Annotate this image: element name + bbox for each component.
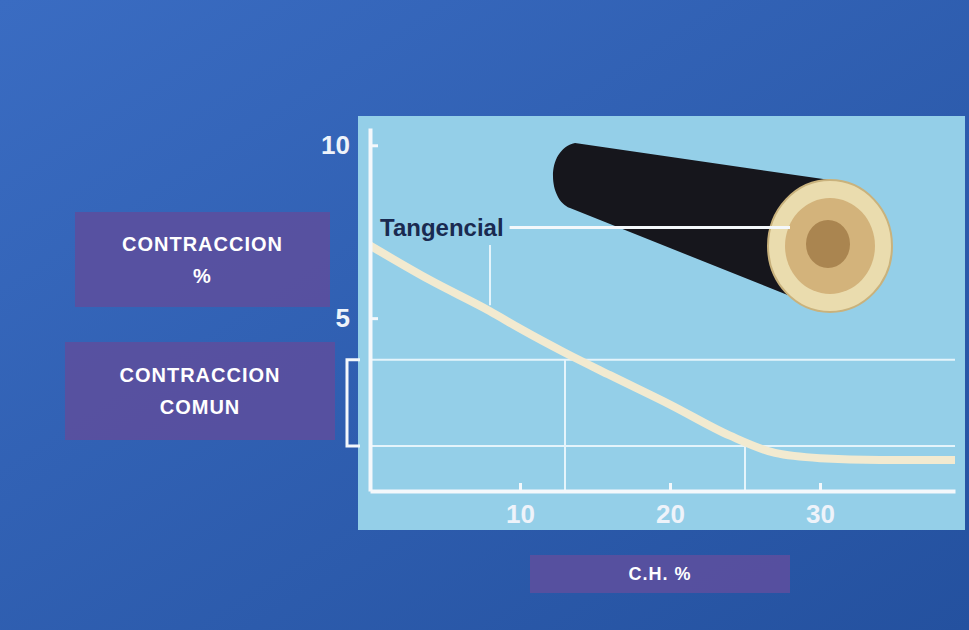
x-tick-label: 30 bbox=[806, 499, 835, 529]
y-axis-line bbox=[369, 129, 373, 492]
y-axis-title: CONTRACCION% bbox=[122, 233, 283, 287]
reference-line bbox=[370, 359, 955, 361]
reference-line bbox=[744, 446, 746, 491]
label-connector bbox=[510, 226, 790, 229]
reference-line bbox=[564, 360, 566, 491]
range-label-line: COMUN bbox=[160, 396, 241, 418]
x-tick: 10 bbox=[506, 483, 535, 529]
x-tick: 20 bbox=[656, 483, 685, 529]
y-axis-title-line: % bbox=[193, 265, 212, 287]
y-axis-title-box bbox=[75, 212, 330, 307]
background bbox=[0, 0, 969, 630]
y-tick-mark bbox=[370, 144, 378, 147]
x-tick-mark bbox=[669, 483, 672, 491]
plot: 10 20 30 5 10 bbox=[321, 129, 955, 530]
leader-line bbox=[489, 245, 491, 305]
y-tick: 10 bbox=[321, 130, 378, 160]
range-label-line: CONTRACCION bbox=[120, 364, 281, 386]
log-core bbox=[806, 220, 850, 268]
x-axis-title: C.H. % bbox=[628, 564, 691, 584]
chart-root: 102030510TangencialCONTRACCION%CONTRACCI… bbox=[0, 0, 969, 630]
chart-svg: 102030510TangencialCONTRACCION%CONTRACCI… bbox=[0, 0, 969, 630]
plot-panel bbox=[358, 116, 965, 530]
range-bracket bbox=[347, 360, 360, 446]
series-label: Tangencial bbox=[380, 214, 504, 241]
y-axis-title-line: CONTRACCION bbox=[122, 233, 283, 255]
range-label: CONTRACCION COMUN bbox=[120, 364, 281, 418]
y-tick: 5 bbox=[336, 303, 378, 333]
range-label-box bbox=[65, 342, 335, 440]
x-axis: 10 20 30 bbox=[371, 483, 956, 529]
x-tick-label: 10 bbox=[506, 499, 535, 529]
x-axis-line bbox=[371, 490, 956, 494]
log-end bbox=[768, 180, 892, 312]
x-axis-title-box bbox=[530, 555, 790, 593]
y-tick-label: 5 bbox=[336, 303, 350, 333]
x-tick-mark bbox=[519, 483, 522, 491]
x-tick-label: 20 bbox=[656, 499, 685, 529]
x-tick-mark bbox=[819, 483, 822, 491]
x-tick: 30 bbox=[806, 483, 835, 529]
x-axis-title-line: C.H. % bbox=[628, 564, 691, 584]
reference-line bbox=[370, 445, 955, 447]
y-tick-label: 10 bbox=[321, 130, 350, 160]
log-heartwood bbox=[785, 198, 875, 294]
y-tick-mark bbox=[370, 317, 378, 320]
